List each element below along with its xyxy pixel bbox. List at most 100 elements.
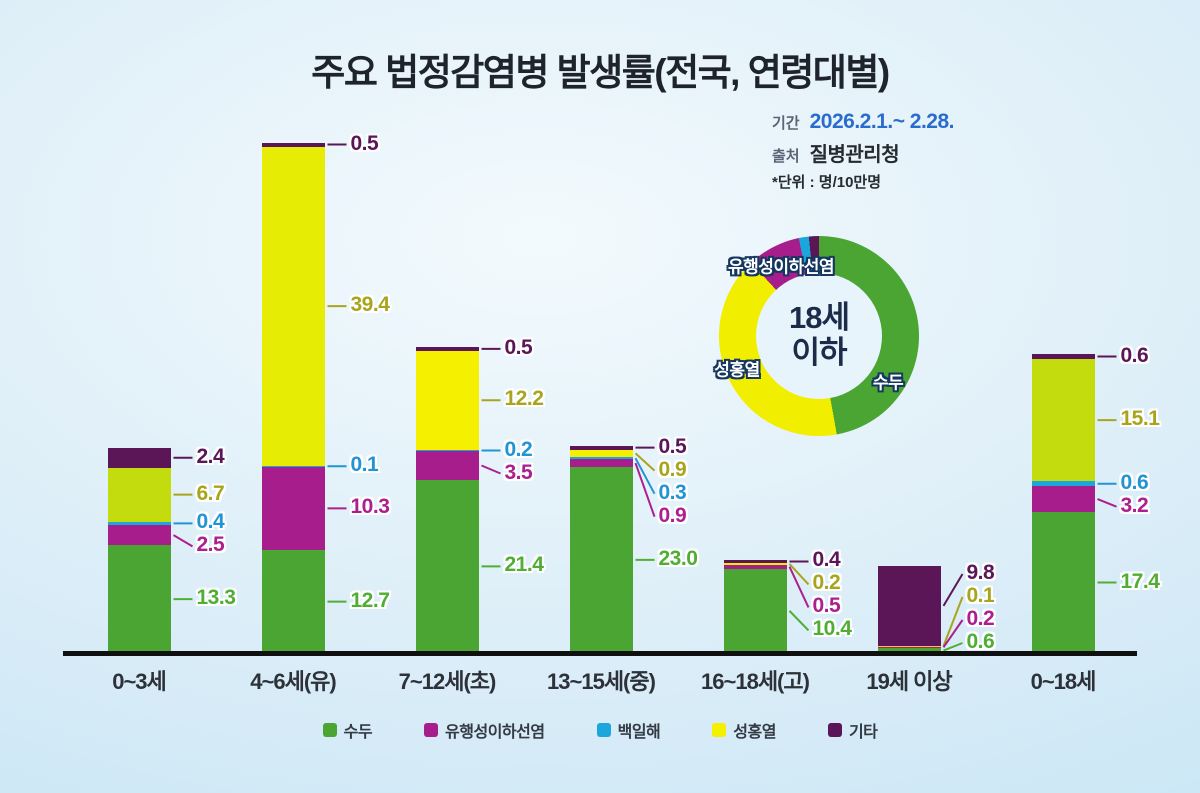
value-label-etc: 0.5 bbox=[658, 434, 687, 458]
axis-label-6: 0~18세 bbox=[1030, 669, 1097, 694]
value-label-mumps: 3.5 bbox=[504, 460, 533, 484]
bar-segment-mumps bbox=[1031, 486, 1095, 513]
value-label-pertussis: 0.1 bbox=[350, 453, 379, 477]
legend-swatch-sudu bbox=[322, 723, 337, 737]
legend-swatch-mumps bbox=[424, 723, 439, 737]
bar-segment-pertussis bbox=[107, 521, 171, 525]
value-label-mumps: 3.2 bbox=[1120, 493, 1149, 517]
donut-center-line1: 18세 bbox=[788, 300, 850, 336]
bar-segment-scarlet bbox=[261, 146, 325, 466]
unit-note: *단위 : 명/10만명 bbox=[772, 174, 882, 191]
value-label-sudu: 23.0 bbox=[658, 546, 698, 570]
bar-segment-sudu bbox=[261, 550, 325, 653]
source-label: 출처 bbox=[772, 148, 800, 165]
period-value: 2026.2.1.~ 2.28. bbox=[809, 110, 955, 133]
value-label-sudu: 0.6 bbox=[966, 630, 995, 653]
donut-segment-label-scarlet: 성홍열 bbox=[714, 360, 760, 380]
legend-swatch-scarlet bbox=[712, 723, 727, 737]
value-label-scarlet: 0.2 bbox=[812, 571, 841, 595]
value-label-mumps: 2.5 bbox=[196, 533, 225, 557]
leader-line-pertussis bbox=[634, 457, 656, 495]
axis-label-4: 16~18세(고) bbox=[701, 669, 810, 694]
value-label-scarlet: 0.1 bbox=[966, 584, 995, 607]
bar-segment-sudu bbox=[1031, 512, 1095, 653]
value-label-etc: 9.8 bbox=[966, 561, 995, 584]
donut-center-line2: 이하 bbox=[791, 335, 847, 370]
legend-label-etc: 기타 bbox=[848, 724, 878, 741]
value-label-scarlet: 6.7 bbox=[196, 481, 225, 505]
leader-line-scarlet bbox=[942, 596, 964, 647]
source-value: 질병관리청 bbox=[809, 144, 900, 166]
leader-line-mumps bbox=[942, 619, 964, 648]
bar-segment-scarlet bbox=[415, 350, 479, 450]
page-title: 주요 법정감염병 발생률(전국, 연령대별) bbox=[311, 52, 890, 93]
value-label-mumps: 10.3 bbox=[350, 495, 390, 519]
leader-line-etc bbox=[942, 573, 964, 607]
value-label-sudu: 17.4 bbox=[1120, 569, 1160, 593]
legend-label-sudu: 수두 bbox=[343, 724, 373, 741]
bar-segment-etc bbox=[1031, 354, 1095, 359]
value-label-sudu: 21.4 bbox=[504, 553, 544, 577]
axis-label-1: 4~6세(유) bbox=[250, 669, 336, 694]
legend-swatch-pertussis bbox=[596, 723, 611, 737]
axis-label-3: 13~15세(중) bbox=[547, 669, 656, 694]
donut-segment-label-sudu: 수두 bbox=[872, 373, 904, 393]
bar-segment-sudu bbox=[415, 479, 479, 653]
bar-segment-mumps bbox=[261, 466, 325, 551]
value-label-mumps: 0.5 bbox=[812, 594, 841, 618]
bar-segment-etc bbox=[877, 566, 941, 646]
bar-segment-etc bbox=[569, 445, 633, 450]
bar-segment-pertussis bbox=[569, 456, 633, 460]
value-label-etc: 0.4 bbox=[812, 548, 841, 572]
axis-label-2: 7~12세(초) bbox=[398, 669, 497, 694]
leader-line-scarlet bbox=[634, 452, 656, 472]
bar-segment-scarlet bbox=[877, 645, 941, 647]
bar-segment-scarlet bbox=[723, 563, 787, 565]
leader-line-mumps bbox=[172, 534, 194, 548]
bar-segment-mumps bbox=[569, 459, 633, 467]
value-label-pertussis: 0.6 bbox=[1120, 470, 1149, 494]
legend-item-mumps: 유행성이하선염 bbox=[424, 718, 545, 742]
bar-segment-mumps bbox=[877, 646, 941, 649]
bar-segment-scarlet bbox=[569, 449, 633, 457]
value-label-mumps: 0.9 bbox=[658, 503, 687, 527]
legend-item-sudu: 수두 bbox=[322, 718, 373, 742]
axis-label-5: 19세 이상 bbox=[866, 669, 952, 694]
bar-segment-pertussis bbox=[1031, 481, 1095, 487]
leader-line-sudu bbox=[788, 610, 810, 632]
value-label-pertussis: 0.3 bbox=[658, 480, 687, 504]
legend: 수두 유행성이하선염 백일해 성홍열 기타 bbox=[0, 718, 1200, 742]
value-label-mumps: 0.2 bbox=[966, 607, 995, 630]
bar-segment-scarlet bbox=[1031, 358, 1095, 482]
bar-segment-etc bbox=[107, 448, 171, 468]
legend-item-pertussis: 백일해 bbox=[596, 718, 661, 742]
bar-segment-pertussis bbox=[415, 449, 479, 452]
bar-segment-mumps bbox=[415, 451, 479, 480]
donut-hole bbox=[756, 273, 882, 399]
value-label-sudu: 12.7 bbox=[350, 588, 390, 612]
value-label-scarlet: 39.4 bbox=[350, 293, 390, 317]
legend-item-etc: 기타 bbox=[827, 718, 878, 742]
bar-segment-sudu bbox=[107, 545, 171, 653]
x-axis-line bbox=[63, 651, 1137, 656]
value-label-etc: 0.6 bbox=[1120, 343, 1149, 367]
bar-segment-sudu bbox=[569, 466, 633, 653]
value-label-scarlet: 0.9 bbox=[658, 457, 687, 481]
bar-segment-mumps bbox=[723, 564, 787, 569]
bar-segment-etc bbox=[415, 346, 479, 351]
bar-segment-etc bbox=[261, 142, 325, 147]
value-label-pertussis: 0.4 bbox=[196, 510, 225, 534]
leader-line-sudu bbox=[943, 642, 963, 652]
bar-segment-sudu bbox=[877, 648, 941, 653]
leader-line-mumps bbox=[634, 462, 656, 517]
bar-segment-etc bbox=[723, 559, 787, 564]
value-label-etc: 0.5 bbox=[504, 335, 533, 359]
value-label-sudu: 13.3 bbox=[196, 586, 236, 610]
value-label-pertussis: 0.2 bbox=[504, 437, 533, 461]
value-label-scarlet: 12.2 bbox=[504, 387, 544, 411]
legend-label-mumps: 유행성이하선염 bbox=[445, 724, 545, 741]
value-label-sudu: 10.4 bbox=[812, 617, 852, 641]
leader-line-scarlet bbox=[788, 563, 810, 586]
value-label-etc: 0.5 bbox=[350, 131, 379, 155]
